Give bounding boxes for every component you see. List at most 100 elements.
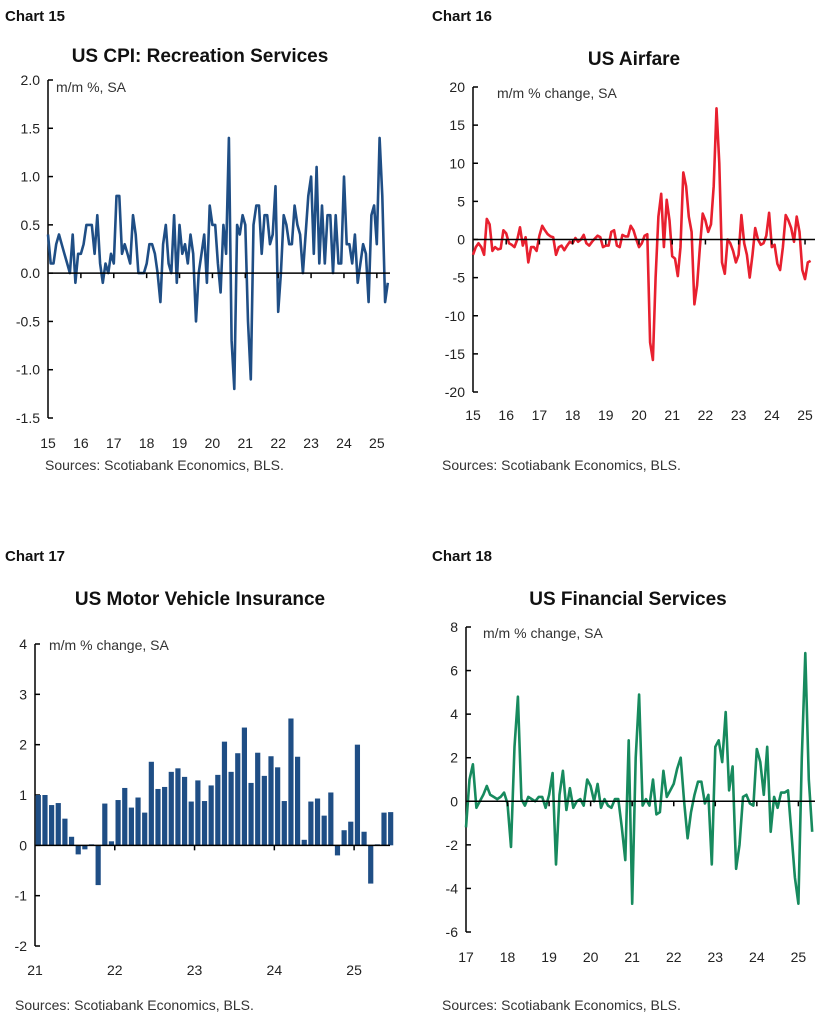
bar <box>354 744 361 846</box>
bar <box>75 845 81 855</box>
x-tick-label: 18 <box>139 435 155 451</box>
bar <box>308 801 314 846</box>
bar <box>95 845 101 886</box>
chart-title: US Financial Services <box>529 589 727 610</box>
bar <box>68 836 75 846</box>
y-tick-label: 20 <box>449 79 465 95</box>
x-tick-label: 22 <box>698 407 714 423</box>
unit-label: m/m % change, SA <box>49 637 169 653</box>
y-tick-label: 15 <box>449 117 465 133</box>
x-tick-label: 16 <box>498 407 514 423</box>
y-tick-label: -2 <box>446 837 459 853</box>
y-tick-label: 0 <box>19 837 27 853</box>
bar <box>281 801 287 846</box>
series-marks <box>464 651 814 906</box>
bar <box>175 768 181 846</box>
bar <box>122 787 128 846</box>
y-tick-label: 3 <box>19 686 27 702</box>
x-tick-label: 21 <box>238 435 254 451</box>
x-tick-label: 17 <box>458 949 474 965</box>
x-tick-label: 18 <box>500 949 516 965</box>
y-tick-label: -2 <box>15 938 28 954</box>
y-tick-label: -1 <box>15 888 28 904</box>
x-tick-label: 24 <box>267 962 283 978</box>
chart-17: Chart 17 US Motor Vehicle Insurance m/m % … <box>5 548 394 1013</box>
bar <box>248 782 254 846</box>
unit-label: m/m %, SA <box>56 79 127 95</box>
bar <box>188 801 194 846</box>
bar <box>235 753 241 846</box>
series-marks <box>35 718 394 886</box>
bar <box>348 821 354 846</box>
chart-number-label: Chart 15 <box>5 8 65 25</box>
series-marks <box>46 136 390 391</box>
y-tick-label: 2 <box>19 737 27 753</box>
unit-label: m/m % change, SA <box>497 85 617 101</box>
y-tick-label: 2 <box>450 750 458 766</box>
x-tick-label: 17 <box>106 435 122 451</box>
y-tick-label: -0.5 <box>16 313 40 329</box>
x-tick-label: 25 <box>791 949 807 965</box>
chart-title: US Airfare <box>588 49 680 70</box>
series-line <box>471 107 812 362</box>
y-tick-label: 1 <box>19 787 27 803</box>
x-tick-label: 20 <box>205 435 221 451</box>
bar <box>341 830 347 846</box>
bar <box>268 756 274 846</box>
bar <box>314 798 321 846</box>
bar <box>82 845 88 850</box>
bar <box>181 776 188 846</box>
y-tick-label: -15 <box>445 346 465 362</box>
x-tick-label: 23 <box>707 949 723 965</box>
y-tick-label: 1.0 <box>21 169 41 185</box>
y-tick-label: 0 <box>457 232 465 248</box>
y-tick-label: -10 <box>445 308 465 324</box>
x-tick-label: 16 <box>73 435 89 451</box>
x-tick-label: 24 <box>764 407 780 423</box>
bar <box>228 771 234 846</box>
x-tick-label: 24 <box>336 435 352 451</box>
x-tick-label: 19 <box>541 949 557 965</box>
bar <box>135 797 141 846</box>
x-tick-label: 21 <box>664 407 680 423</box>
y-tick-label: 0.0 <box>21 265 41 281</box>
x-tick-label: 21 <box>27 962 43 978</box>
series-line <box>464 651 814 906</box>
bar <box>62 818 68 846</box>
bar <box>55 803 61 846</box>
chart-18: Chart 18 US Financial Services m/m % chang… <box>432 548 815 1013</box>
y-tick-label: -4 <box>446 880 459 896</box>
y-tick-label: 4 <box>19 636 27 652</box>
bar <box>148 761 154 846</box>
y-tick-label: 0 <box>450 793 458 809</box>
bar <box>255 752 261 846</box>
x-tick-label: 19 <box>598 407 614 423</box>
y-tick-label: 4 <box>450 706 458 722</box>
x-tick-label: 18 <box>565 407 581 423</box>
chart-number-label: Chart 16 <box>432 8 492 25</box>
x-tick-label: 22 <box>270 435 286 451</box>
x-tick-label: 20 <box>583 949 599 965</box>
bar <box>42 795 48 846</box>
chart-number-label: Chart 17 <box>5 548 65 565</box>
bar <box>108 841 115 846</box>
bar <box>381 812 387 846</box>
bar <box>334 845 341 856</box>
chart-title: US Motor Vehicle Insurance <box>75 589 325 610</box>
bar <box>221 741 228 846</box>
y-tick-label: 1.5 <box>21 120 41 136</box>
x-tick-label: 22 <box>107 962 123 978</box>
x-tick-label: 20 <box>631 407 647 423</box>
source-note: Sources: Scotiabank Economics, BLS. <box>15 997 254 1013</box>
y-tick-label: 6 <box>450 663 458 679</box>
bar <box>208 785 214 846</box>
x-tick-label: 23 <box>187 962 203 978</box>
bar <box>388 812 394 846</box>
y-tick-label: -1.5 <box>16 410 40 426</box>
bar <box>328 792 334 846</box>
x-tick-label: 21 <box>624 949 640 965</box>
y-tick-label: -6 <box>446 924 459 940</box>
bar <box>275 767 281 846</box>
bar <box>195 780 201 846</box>
bar <box>102 803 108 846</box>
